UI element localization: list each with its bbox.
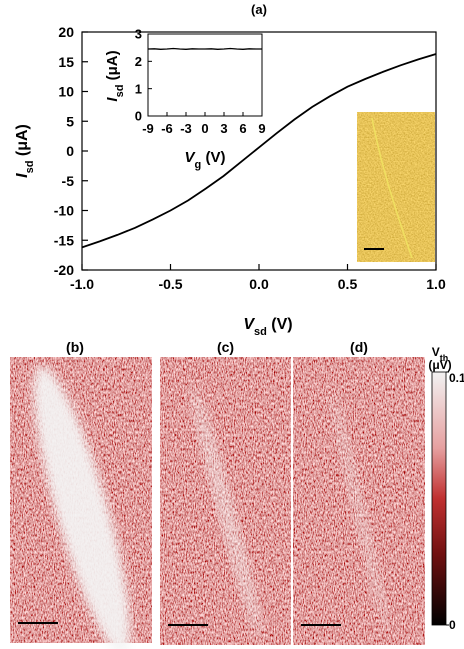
x-tick-label: 0	[201, 121, 208, 136]
x-tick-label: 9	[258, 121, 265, 136]
y-axis-label: Isd (μA)	[14, 124, 36, 178]
y-tick-label: 10	[58, 84, 74, 100]
colorbar-tick-label: 0.1	[449, 371, 464, 385]
x-tick-label: 6	[239, 121, 246, 136]
x-tick-label: 0.5	[338, 276, 358, 292]
colorbar-label: Vth	[432, 345, 449, 363]
y-tick-label: 0	[66, 143, 74, 159]
x-tick-label: -9	[142, 121, 154, 136]
label-part: (V)	[267, 316, 293, 333]
label-part: I	[104, 97, 121, 102]
colorbar-tick-label: 0	[449, 618, 456, 632]
label-part: V	[185, 149, 197, 166]
label-part: g	[195, 159, 202, 171]
y-tick-label: -10	[54, 203, 74, 219]
label-part: sd	[114, 85, 126, 98]
y-tick-label: -20	[54, 262, 74, 278]
y-tick-label: 3	[135, 27, 142, 42]
colorbar-unit: (μV)	[428, 358, 451, 372]
label-part: I	[14, 173, 31, 178]
data-line	[147, 47, 262, 50]
x-axis-label: Vg (V)	[185, 149, 226, 171]
x-tick-label: 0.0	[249, 276, 269, 292]
label-part: sd	[24, 161, 36, 174]
x-tick-label: -0.5	[158, 276, 182, 292]
x-tick-label: -6	[161, 121, 173, 136]
x-tick-label: 3	[220, 121, 227, 136]
data-line	[81, 53, 437, 249]
y-tick-label: 15	[58, 54, 74, 70]
y-tick-label: 20	[58, 24, 74, 40]
map-signal	[191, 385, 261, 637]
y-axis-label: Isd (μA)	[104, 50, 126, 101]
y-tick-label: 1	[135, 81, 142, 96]
map-signal	[330, 389, 389, 634]
x-tick-label: -3	[180, 121, 192, 136]
panel-label: (c)	[217, 339, 234, 355]
panel-label: (b)	[66, 339, 84, 355]
y-tick-label: 2	[135, 54, 142, 69]
thermal-map	[293, 357, 425, 645]
label-part: th	[440, 353, 449, 363]
y-tick-label: -5	[62, 173, 75, 189]
x-tick-label: -1.0	[70, 276, 94, 292]
panel-label: (d)	[350, 339, 368, 355]
y-tick-label: -15	[54, 232, 74, 248]
chart-title: (a)	[251, 2, 267, 17]
colorbar	[431, 371, 447, 626]
afm-image	[357, 112, 435, 262]
thermal-map	[160, 357, 291, 645]
y-tick-label: 0	[135, 109, 142, 124]
label-part: sd	[254, 326, 267, 338]
label-part: V	[243, 316, 255, 333]
thermal-map	[10, 357, 152, 649]
plot-frame	[147, 33, 263, 117]
y-tick-label: 5	[66, 113, 74, 129]
label-part: (μA)	[104, 50, 121, 84]
x-tick-label: 1.0	[426, 276, 446, 292]
x-axis-label: Vsd (V)	[243, 316, 292, 338]
map-signal	[33, 365, 131, 649]
label-part: (μA)	[14, 124, 31, 160]
label-part: (V)	[201, 149, 225, 166]
label-part: V	[432, 345, 440, 359]
